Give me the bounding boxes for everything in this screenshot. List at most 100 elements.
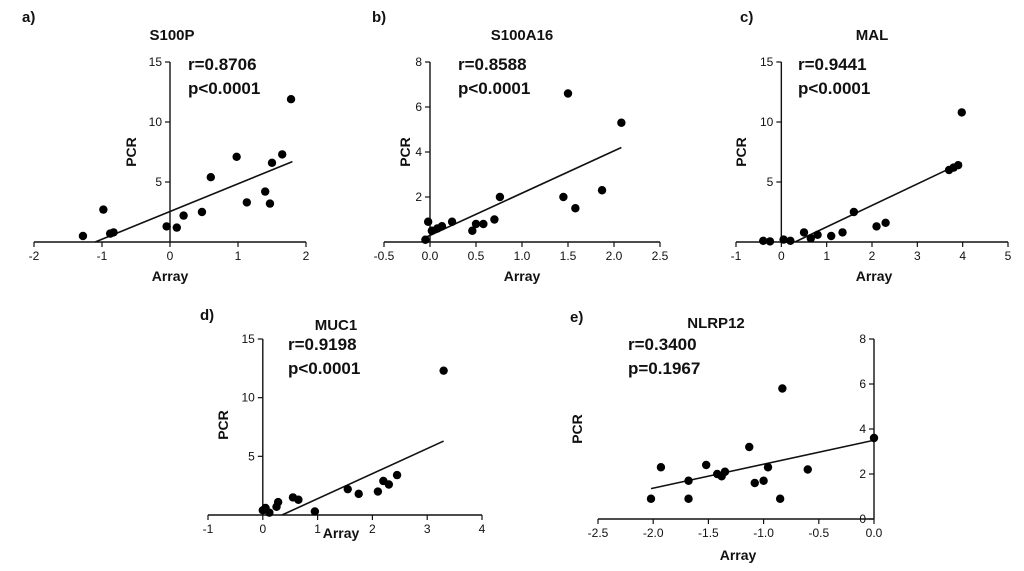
y-tick-label: 4 [415,145,422,159]
data-point [806,234,815,243]
data-point [278,150,287,159]
x-axis-label: Array [720,547,757,563]
data-point [471,219,481,229]
x-tick-label: 2.5 [652,249,669,263]
y-tick-label: 8 [415,55,422,69]
data-point [423,217,433,226]
x-axis-label: Array [856,268,893,284]
data-point [617,118,626,127]
chart-title: S100P [149,27,194,44]
y-tick-label: 2 [415,190,422,204]
x-tick-label: 0 [167,249,174,263]
x-tick-label: 0.0 [422,249,439,263]
panel-label: e) [570,309,583,326]
data-point [953,161,963,170]
chart-panel: c) MAL r=0.9441 p<0.0001 PCR Array -1 0 1 2 3 4 5 5 10… [731,9,1012,284]
data-point [813,230,822,239]
x-tick-label: 1 [235,249,242,263]
x-tick-label: 3 [914,249,921,263]
x-tick-label: -2.0 [643,526,664,540]
data-point [468,226,477,235]
data-point [265,199,275,208]
panel-label: a) [22,9,35,26]
x-tick-label: -1 [203,522,214,536]
x-tick-label: 2 [369,522,376,536]
x-axis-label: Array [152,268,189,284]
x-tick-label: -2 [29,249,40,263]
data-point [684,494,693,503]
y-tick-label: 5 [767,175,774,189]
x-tick-label: -0.5 [374,249,395,263]
x-tick-label: -2.5 [588,526,609,540]
chart-title: MAL [856,27,889,44]
x-tick-label: 1.0 [514,249,531,263]
y-tick-label: 10 [149,115,163,129]
data-point [294,495,303,504]
correlation-annotation: r=0.9198 [288,335,357,354]
data-point [162,222,171,231]
data-point [803,465,812,474]
data-point [490,215,499,224]
data-point [779,235,788,244]
data-point [99,205,108,214]
data-point [197,207,207,217]
panel-label: c) [740,9,753,26]
data-point [437,222,447,231]
x-tick-label: 2 [869,249,876,263]
p-value-annotation: p<0.0001 [288,359,360,378]
chart-panel: e) NLRP12 r=0.3400 p=0.1967 PCR Array -2.5 -2.0… [569,309,883,563]
correlation-annotation: r=0.8706 [188,55,257,74]
x-axis-label: Array [504,268,541,284]
y-axis-label: PCR [397,137,413,167]
data-point [559,192,568,202]
data-point [354,489,363,499]
x-tick-label: 1 [314,522,321,536]
panel-label: b) [372,9,386,26]
correlation-annotation: r=0.9441 [798,55,867,74]
p-value-annotation: p=0.1967 [628,359,700,378]
data-point [571,204,580,213]
data-point [479,219,488,229]
data-point [384,480,394,489]
y-axis-label: PCR [123,137,139,167]
x-tick-label: -1 [97,249,108,263]
y-tick-label: 4 [859,422,866,436]
x-tick-label: 5 [1005,249,1012,263]
regression-line [281,440,444,516]
data-point [232,152,241,161]
x-tick-label: 0 [259,522,266,536]
x-tick-label: 1.5 [560,249,577,263]
y-tick-label: 5 [155,175,162,189]
panel-label: d) [200,307,214,324]
data-point [172,223,181,232]
data-point [261,187,270,196]
y-tick-label: 10 [241,391,255,405]
data-point [656,463,666,472]
data-point [786,236,795,245]
data-point [827,231,836,241]
x-tick-label: 3 [424,522,431,536]
data-point [765,237,775,246]
y-tick-label: 15 [241,332,255,346]
data-point [597,186,607,195]
x-tick-label: -1 [731,249,742,263]
data-point [745,442,754,452]
data-point [495,192,505,202]
y-tick-label: 0 [859,512,866,526]
y-tick-label: 15 [149,55,163,69]
x-tick-label: 2.0 [606,249,623,263]
data-point [957,108,966,117]
y-axis-label: PCR [733,137,749,167]
chart-title: S100A16 [491,27,554,44]
chart-panel: b) S100A16 r=0.8588 p<0.0001 PCR Array -0.5 0.0… [372,9,669,284]
x-tick-label: 0.0 [866,526,883,540]
p-value-annotation: p<0.0001 [458,79,530,98]
y-tick-label: 10 [760,115,774,129]
correlation-annotation: r=0.8588 [458,55,527,74]
data-point [799,228,809,237]
x-axis-label: Array [323,525,360,541]
y-tick-label: 15 [760,55,774,69]
x-tick-label: 4 [479,522,486,536]
